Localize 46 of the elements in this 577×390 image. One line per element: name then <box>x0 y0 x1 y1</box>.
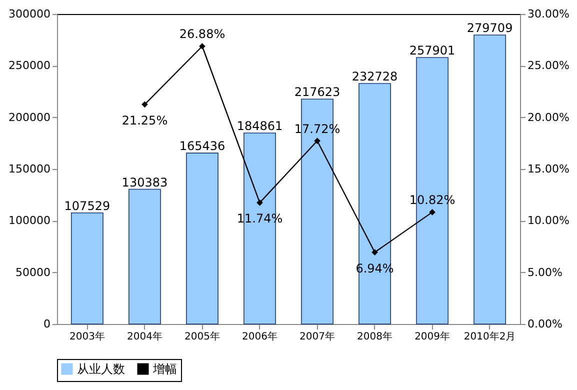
y-tick-label: 100000 <box>8 214 50 228</box>
y-tick-label: 0 <box>44 318 50 330</box>
data-label: 107529 <box>64 198 110 213</box>
bar <box>70 212 104 324</box>
data-label: 217623 <box>294 85 340 100</box>
x-tick-label: 2009年 <box>414 330 450 342</box>
data-label: 279709 <box>466 20 513 35</box>
x-tick-label: 2006年 <box>242 330 278 342</box>
bar <box>186 152 218 324</box>
point <box>429 209 436 216</box>
y-tick-label: 300000 <box>8 8 50 20</box>
y2-tick-label: 5.00% <box>528 266 562 279</box>
point <box>372 249 378 256</box>
data-label: 17.72% <box>294 122 340 136</box>
data-label: 26.88% <box>179 27 226 42</box>
x-tick-label: 2005年 <box>184 330 220 342</box>
data-label: 130383 <box>122 175 168 190</box>
x-tick-label: 2008年 <box>357 330 392 342</box>
data-label: 257901 <box>409 44 456 58</box>
y-tick-label: 150000 <box>8 162 50 176</box>
x-tick-label: 2004年 <box>126 330 162 342</box>
data-label: 11.74% <box>236 212 283 226</box>
y2-tick-label: 15.00% <box>528 162 570 176</box>
point <box>199 43 206 50</box>
y2-tick-label: 25.00% <box>528 59 570 72</box>
data-label: 21.25% <box>122 113 168 128</box>
point <box>256 200 263 206</box>
data-label: 165436 <box>179 139 226 154</box>
y2-tick-label: 20.00% <box>528 110 570 124</box>
point <box>314 138 320 144</box>
bar <box>128 188 161 324</box>
x-tick-label: 2010年2月 <box>464 330 516 342</box>
y-tick-label: 50000 <box>16 266 50 279</box>
y2-tick-label: 10.00% <box>528 214 570 228</box>
data-label: 232728 <box>352 70 398 84</box>
data-label: 184861 <box>236 118 283 133</box>
y-tick-label: 200000 <box>8 110 50 124</box>
legend-label: 增幅 <box>152 362 177 376</box>
y2-tick-label: 0.00% <box>528 318 562 330</box>
x-tick-label: 2003年 <box>69 330 105 342</box>
y2-tick-label: 30.00% <box>528 8 570 20</box>
legend-label: 从业人数 <box>77 362 125 376</box>
x-tick-label: 2007年 <box>300 330 335 342</box>
bar <box>474 34 506 324</box>
point <box>142 101 148 108</box>
y-tick-label: 250000 <box>8 59 50 72</box>
